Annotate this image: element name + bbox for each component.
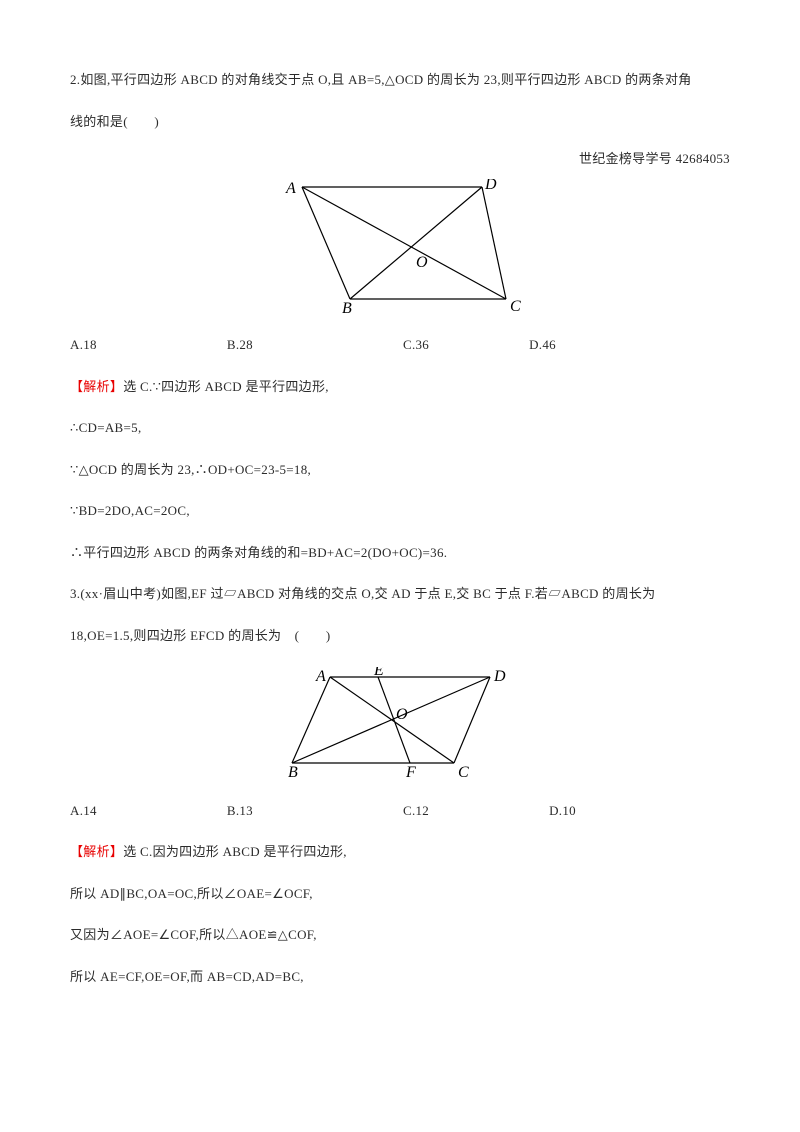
q2-sol-1b: 选 C.∵四边形 ABCD 是平行四边形,: [123, 379, 329, 394]
q2-opt-d: D.46: [529, 335, 556, 355]
q3-sol-1: 【解析】选 C.因为四边形 ABCD 是平行四边形,: [70, 842, 730, 862]
q2-sol-5: ∴平行四边形 ABCD 的两条对角线的和=BD+AC=2(DO+OC)=36.: [70, 543, 730, 563]
svg-text:O: O: [416, 254, 428, 271]
q3-line2: 18,OE=1.5,则四边形 EFCD 的周长为 ( ): [70, 626, 730, 646]
q2-opt-b: B.28: [227, 335, 253, 355]
q2-sol-4: ∵BD=2DO,AC=2OC,: [70, 501, 730, 521]
q2-sol-3: ∵△OCD 的周长为 23,∴OD+OC=23-5=18,: [70, 460, 730, 480]
q3-sol-2: 所以 AD∥BC,OA=OC,所以∠OAE=∠OCF,: [70, 884, 730, 904]
svg-text:O: O: [396, 706, 408, 723]
q2-opt-a: A.18: [70, 335, 97, 355]
svg-text:B: B: [288, 764, 298, 779]
analysis-label: 【解析】: [70, 379, 123, 394]
q3-options: A.14 B.13 C.12 D.10: [70, 801, 730, 821]
svg-text:A: A: [315, 668, 326, 685]
q3-opt-d: D.10: [549, 801, 576, 821]
svg-text:C: C: [510, 298, 521, 314]
q3-sol-3: 又因为∠AOE=∠COF,所以△AOE≌△COF,: [70, 925, 730, 945]
q3-opt-b: B.13: [227, 801, 253, 821]
q2-figure: A D B C O: [70, 179, 730, 320]
q2-line2: 线的和是( ): [70, 112, 730, 132]
svg-text:B: B: [342, 300, 352, 314]
q2-line1: 2.如图,平行四边形 ABCD 的对角线交于点 O,且 AB=5,△OCD 的周…: [70, 70, 730, 90]
parallelogram-abcd-ef: A D B C E F O: [282, 667, 518, 779]
svg-text:D: D: [493, 668, 506, 685]
q3-opt-c: C.12: [403, 801, 429, 821]
q2-sol-2: ∴CD=AB=5,: [70, 418, 730, 438]
svg-text:E: E: [373, 667, 384, 679]
q2-ref: 世纪金榜导学号 42684053: [70, 149, 730, 169]
svg-text:C: C: [458, 764, 469, 779]
q2-sol-1: 【解析】选 C.∵四边形 ABCD 是平行四边形,: [70, 377, 730, 397]
q3-line1: 3.(xx·眉山中考)如图,EF 过▱ABCD 对角线的交点 O,交 AD 于点…: [70, 584, 730, 604]
parallelogram-abcd-diagonals: A D B C O: [270, 179, 530, 314]
analysis-label: 【解析】: [70, 844, 123, 859]
svg-text:D: D: [484, 179, 497, 193]
q3-opt-a: A.14: [70, 801, 97, 821]
svg-text:F: F: [405, 764, 416, 779]
q3-figure: A D B C E F O: [70, 667, 730, 785]
svg-text:A: A: [285, 180, 296, 197]
q2-opt-c: C.36: [403, 335, 429, 355]
q2-options: A.18 B.28 C.36 D.46: [70, 335, 730, 355]
q3-sol-1b: 选 C.因为四边形 ABCD 是平行四边形,: [123, 844, 347, 859]
q3-sol-4: 所以 AE=CF,OE=OF,而 AB=CD,AD=BC,: [70, 967, 730, 987]
